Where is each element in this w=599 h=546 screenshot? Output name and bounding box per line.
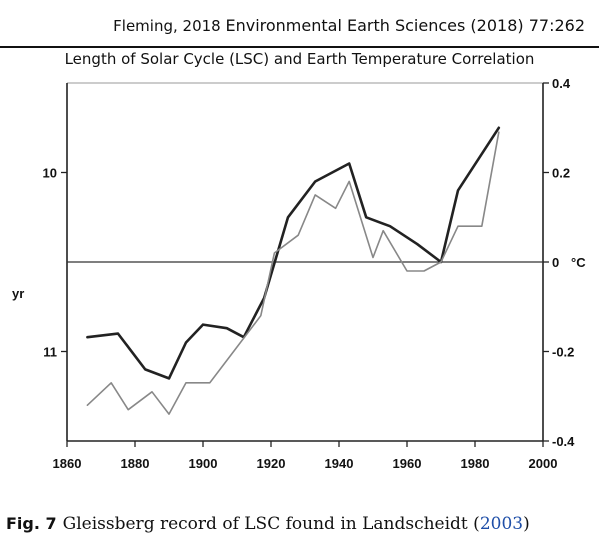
right-y-tick-label: 0.2	[552, 166, 570, 181]
figure-caption: Fig. 7 Gleissberg record of LSC found in …	[6, 514, 530, 534]
series-line-temperature	[86, 131, 500, 415]
caption-close-paren: )	[523, 514, 530, 534]
right-y-tick-label: 0	[552, 255, 559, 270]
header-author-year: Fleming, 2018	[113, 17, 221, 35]
x-tick-label: 1860	[53, 456, 82, 471]
left-y-tick-label: 11	[43, 345, 57, 360]
header-citation: Fleming, 2018 Environmental Earth Scienc…	[113, 16, 585, 35]
x-tick-label: 1900	[189, 456, 218, 471]
right-y-tick-label: -0.4	[552, 434, 575, 449]
citation-link[interactable]: 2003	[479, 514, 524, 534]
series-line-lsc	[86, 126, 501, 380]
figure-label: Fig. 7	[6, 514, 57, 533]
page-header: Fleming, 2018 Environmental Earth Scienc…	[0, 0, 599, 48]
right-y-tick-label: 0.4	[552, 76, 571, 91]
x-tick-label: 1940	[325, 456, 354, 471]
left-y-tick-label: 10	[43, 166, 57, 181]
caption-text: Gleissberg record of LSC found in Landsc…	[62, 514, 480, 534]
x-tick-label: 1980	[461, 456, 490, 471]
chart-title: Length of Solar Cycle (LSC) and Earth Te…	[64, 50, 535, 68]
right-axis-label: °C	[571, 255, 586, 270]
right-y-tick-label: -0.2	[552, 345, 574, 360]
x-tick-label: 1960	[393, 456, 422, 471]
left-axis-label: yr	[12, 286, 24, 301]
header-journal: Environmental Earth Sciences (2018) 77:2…	[225, 16, 585, 35]
lsc-temperature-chart: 1860 1880 1900 1920 1940 1960 1980 2000 10 11 -0.4…	[12, 76, 586, 471]
x-tick-label: 2000	[529, 456, 558, 471]
x-tick-label: 1920	[257, 456, 286, 471]
x-tick-label: 1880	[121, 456, 150, 471]
